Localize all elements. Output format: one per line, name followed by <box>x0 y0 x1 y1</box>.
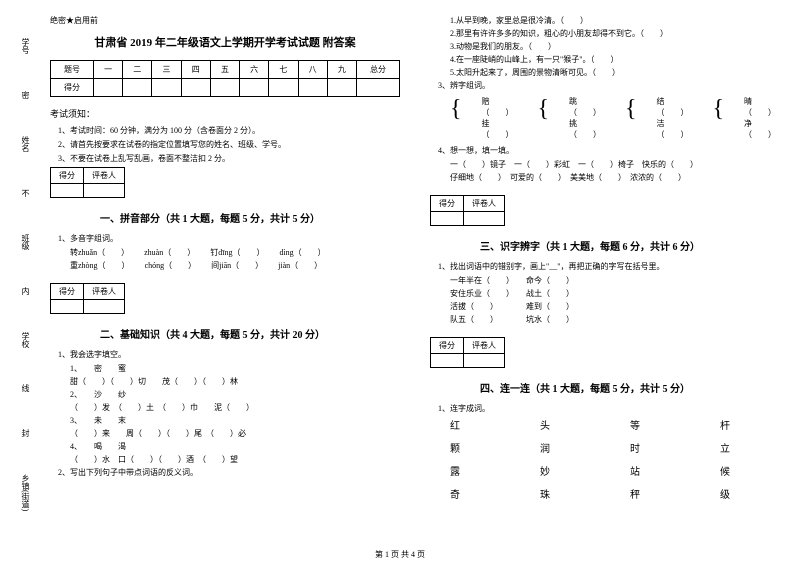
grader-box: 得分评卷人 <box>430 195 505 226</box>
antonym-item: 4.在一座陡峭的山峰上，有一只"猴子"。（ ） <box>430 54 780 65</box>
question-item: 1、找出词语中的错别字，画上"__"，再把正确的字写在括号里。 <box>430 261 780 272</box>
question-item: 3、辨字组词。 <box>430 80 780 91</box>
sidebar-label: 学号 <box>20 38 31 54</box>
sidebar-marker: 密 <box>20 91 31 99</box>
question-item: 2、写出下列句子中带点词语的反义词。 <box>50 467 400 478</box>
antonym-item: 5.太阳升起来了，周围的景物清晰可见。（ ） <box>430 67 780 78</box>
sidebar-marker: 不 <box>20 189 31 197</box>
sidebar-label: 学校 <box>20 332 31 348</box>
sidebar-label: 乡镇(街道) <box>20 474 31 511</box>
sidebar-label: 班级 <box>20 234 31 250</box>
score-summary-table: 题号 一 二 三 四 五 六 七 八 九 总分 得分 <box>50 60 400 97</box>
antonym-item: 3.动物是我们的朋友。（ ） <box>430 41 780 52</box>
notice-item: 1、考试时间：60 分钟，满分为 100 分（含卷面分 2 分）。 <box>50 125 400 136</box>
antonym-item: 2.那里有许许多多的知识，粗心的小朋友却得不到它。（ ） <box>430 28 780 39</box>
antonym-item: 1.从早到晚，家里总是很冷清。（ ） <box>430 15 780 26</box>
pinyin-row: 转zhuǎn（ ）zhuàn（ ） 钉dīng（ ）dìng（ ） <box>50 247 400 258</box>
question-item: 1、多音字组词。 <box>50 233 400 244</box>
sidebar-marker: 封 <box>20 429 31 437</box>
section-1-title: 一、拼音部分（共 1 大题，每题 5 分，共计 5 分） <box>100 210 400 225</box>
question-item: 1、连字成词。 <box>430 403 780 414</box>
binding-sidebar: 学号 密 姓名 不 班级 内 学校 线 封 乡镇(街道) <box>8 20 43 530</box>
sidebar-marker: 线 <box>20 384 31 392</box>
sidebar-marker: 内 <box>20 287 31 295</box>
section-2-title: 二、基础知识（共 4 大题，每题 5 分，共计 20 分） <box>100 326 400 341</box>
grader-box: 得分评卷人 <box>50 167 125 198</box>
fill-row: 一（ ）镜子 一（ ）彩虹 一（ ）椅子 快乐的（ ） <box>430 159 780 170</box>
grader-box: 得分评卷人 <box>430 337 505 368</box>
sidebar-label: 姓名 <box>20 136 31 152</box>
question-item: 1、我会选字填空。 <box>50 349 400 360</box>
pinyin-row: 重zhòng（ ）chóng（ ） 间jiān（ ）jiàn（ ） <box>50 260 400 271</box>
confidential-tag: 绝密★启用前 <box>50 15 400 26</box>
brace-group: { 赔（ ）挂（ ） { 跳（ ）挑（ ） { 结（ ）洁（ ） { 晴（ ）净… <box>450 96 780 140</box>
exam-title: 甘肃省 2019 年二年级语文上学期开学考试试题 附答案 <box>50 34 400 50</box>
connect-grid: 红头等杆 颗润时立 露妙站候 奇珠秤级 <box>430 417 780 501</box>
question-item: 4、想一想，填一填。 <box>430 145 780 156</box>
section-3-title: 三、识字辨字（共 1 大题，每题 6 分，共计 6 分） <box>480 238 780 253</box>
left-column: 绝密★启用前 甘肃省 2019 年二年级语文上学期开学考试试题 附答案 题号 一… <box>50 15 400 501</box>
notice-item: 3、不要在试卷上乱写乱画，卷面不整洁扣 2 分。 <box>50 153 400 164</box>
notice-item: 2、请首先按要求在试卷的指定位置填写您的姓名、班级、学号。 <box>50 139 400 150</box>
page-footer: 第 1 页 共 4 页 <box>0 549 800 560</box>
notice-heading: 考试须知： <box>50 107 400 120</box>
grader-box: 得分评卷人 <box>50 283 125 314</box>
fill-row: 仔细地（ ） 可爱的（ ） 美美地（ ） 浓浓的（ ） <box>430 172 780 183</box>
section-4-title: 四、连一连（共 1 大题，每题 5 分，共计 5 分） <box>480 380 780 395</box>
right-column: 1.从早到晚，家里总是很冷清。（ ） 2.那里有许许多多的知识，粗心的小朋友却得… <box>430 15 780 501</box>
